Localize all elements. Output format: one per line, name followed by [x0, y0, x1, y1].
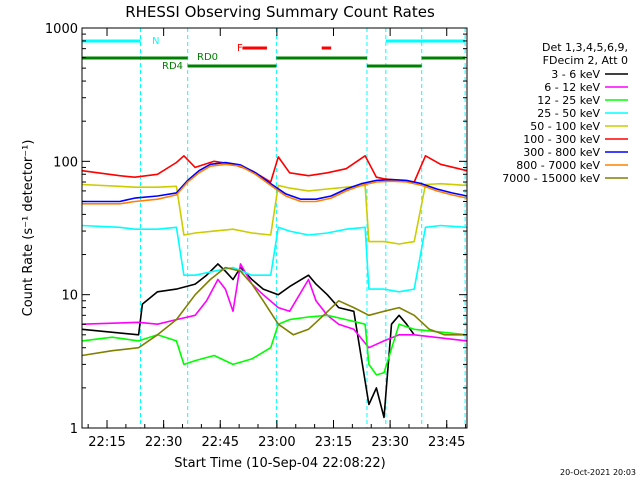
x-tick-label: 22:45 [202, 435, 239, 450]
legend-entry-label: 7000 - 15000 keV [502, 172, 600, 185]
series-line [81, 155, 468, 183]
x-tick-label: 22:30 [145, 435, 182, 450]
x-tick-label: 23:15 [315, 435, 352, 450]
legend-header: Det 1,3,4,5,6,9, [542, 41, 628, 54]
state-annotation-label: RD4 [162, 61, 183, 72]
state-annotation-label: RD0 [197, 52, 218, 63]
series-line [81, 263, 468, 349]
legend-entry-label: 100 - 300 keV [523, 133, 600, 146]
legend: Det 1,3,4,5,6,9,FDecim 2, Att 03 - 6 keV… [502, 41, 628, 185]
state-annotation-label: F [237, 43, 243, 54]
series-line [82, 163, 468, 205]
y-axis-label: Count Rate (s⁻¹ detector⁻¹) [21, 140, 36, 317]
legend-entry-label: 3 - 6 keV [551, 68, 600, 81]
legend-entry-label: 50 - 100 keV [530, 120, 600, 133]
plot-area: N RD0 RD4 F [81, 28, 468, 428]
legend-entry-label: 6 - 12 keV [544, 81, 600, 94]
state-annotation-label: N [152, 36, 159, 47]
x-tick-label: 23:00 [258, 435, 295, 450]
x-axis: 22:15 22:30 22:45 23:00 23:15 23:30 23:45 [87, 28, 467, 450]
legend-header: FDecim 2, Att 0 [543, 54, 628, 67]
x-tick-label: 23:45 [428, 435, 465, 450]
legend-entry-label: 25 - 50 keV [537, 107, 600, 120]
y-tick-label: 100 [53, 155, 78, 170]
series-line [81, 182, 468, 245]
x-axis-label: Start Time (10-Sep-04 22:08:22) [174, 456, 385, 471]
y-tick-label: 10 [61, 289, 78, 304]
series-line [81, 263, 415, 419]
footer-timestamp: 20-Oct-2021 20:03 [560, 468, 636, 477]
plot-frame [81, 27, 468, 429]
x-tick-label: 23:30 [371, 435, 408, 450]
series-line [81, 224, 468, 293]
legend-entry-label: 300 - 800 keV [523, 146, 600, 159]
x-tick-label: 22:15 [88, 435, 125, 450]
legend-entry-label: 800 - 7000 keV [516, 159, 600, 172]
series-line [82, 161, 468, 203]
legend-entry-label: 12 - 25 keV [537, 94, 600, 107]
y-axis: 1 10 100 1000 [45, 22, 467, 437]
series-line [81, 266, 467, 357]
y-tick-label: 1000 [45, 22, 78, 37]
chart-title: RHESSI Observing Summary Count Rates [125, 3, 435, 21]
y-tick-label: 1 [70, 422, 78, 437]
